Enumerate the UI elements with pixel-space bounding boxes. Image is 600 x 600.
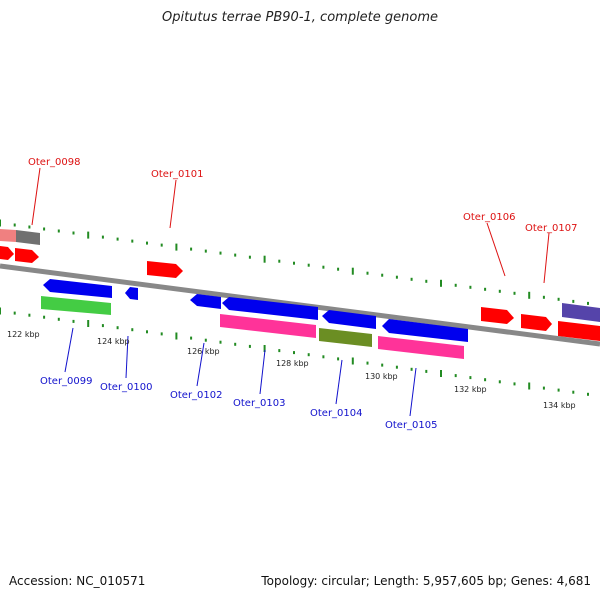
red-arrow-oter-0101 <box>147 261 183 278</box>
blue-arrow-oter-0103 <box>222 297 318 320</box>
leader-line-oter-0107 <box>543 232 550 284</box>
leader-line-oter-0102 <box>196 342 205 387</box>
accession-text: Accession: NC_010571 <box>9 574 146 588</box>
leader-line-oter-0101 <box>169 179 177 229</box>
forward-strand-features <box>0 229 600 341</box>
red-arrow-oter-0107 <box>521 314 552 331</box>
gene-label-oter-0101: Oter_0101 <box>151 169 204 180</box>
leader-line-oter-0100 <box>125 335 129 379</box>
map-title: Opitutus terrae PB90-1, complete genome <box>161 10 439 25</box>
genome-summary-text: Topology: circular; Length: 5,957,605 bp… <box>261 574 591 588</box>
scale-labels: 122 kbp 124 kbp 126 kbp 128 kbp 130 kbp … <box>7 330 576 410</box>
pink-feature-oter-0103 <box>220 314 316 338</box>
scale-label: 122 kbp <box>7 330 40 339</box>
red-arrow-oter-0106 <box>481 307 514 324</box>
gene-label-oter-0100: Oter_0100 <box>100 382 153 393</box>
leader-lines <box>31 167 550 417</box>
blue-arrow-oter-0105 <box>382 319 468 342</box>
leader-line-oter-0105 <box>409 367 417 417</box>
blue-arrow-oter-0100 <box>125 287 138 300</box>
grey-feature <box>16 230 40 245</box>
blue-arrow-oter-0099 <box>43 279 112 298</box>
green-feature <box>41 296 111 315</box>
scale-label: 128 kbp <box>276 359 309 368</box>
gene-label-oter-0105: Oter_0105 <box>385 420 438 431</box>
leader-line-oter-0099 <box>64 327 74 373</box>
gene-labels: Oter_0098 Oter_0101 Oter_0106 Oter_0107 … <box>28 157 578 431</box>
red-arrow <box>15 248 39 263</box>
red-feature <box>558 321 600 341</box>
leader-line-oter-0098 <box>31 167 41 226</box>
gene-label-oter-0103: Oter_0103 <box>233 398 286 409</box>
leader-line-oter-0104 <box>335 359 343 405</box>
scale-label: 124 kbp <box>97 337 130 346</box>
tick-marks <box>0 219 589 396</box>
purple-feature <box>562 303 600 322</box>
gene-label-oter-0104: Oter_0104 <box>310 408 363 419</box>
scale-label: 130 kbp <box>365 372 398 381</box>
gene-label-oter-0099: Oter_0099 <box>40 376 93 387</box>
gene-label-oter-0106: Oter_0106 <box>463 212 516 223</box>
reverse-strand-features <box>41 279 468 359</box>
olive-feature-oter-0104 <box>319 328 372 347</box>
scale-label: 134 kbp <box>543 401 576 410</box>
salmon-feature <box>0 229 16 242</box>
gene-label-oter-0107: Oter_0107 <box>525 223 578 234</box>
scale-label: 132 kbp <box>454 385 487 394</box>
scale-label: 126 kbp <box>187 347 220 356</box>
gene-label-oter-0098: Oter_0098 <box>28 157 81 168</box>
red-arrow <box>0 246 14 260</box>
pink-feature-oter-0105 <box>378 336 464 359</box>
gene-label-oter-0102: Oter_0102 <box>170 390 223 401</box>
blue-arrow <box>322 310 376 329</box>
leader-line-oter-0106 <box>486 222 506 277</box>
blue-arrow-oter-0102 <box>190 294 221 309</box>
leader-line-oter-0103 <box>259 349 266 395</box>
